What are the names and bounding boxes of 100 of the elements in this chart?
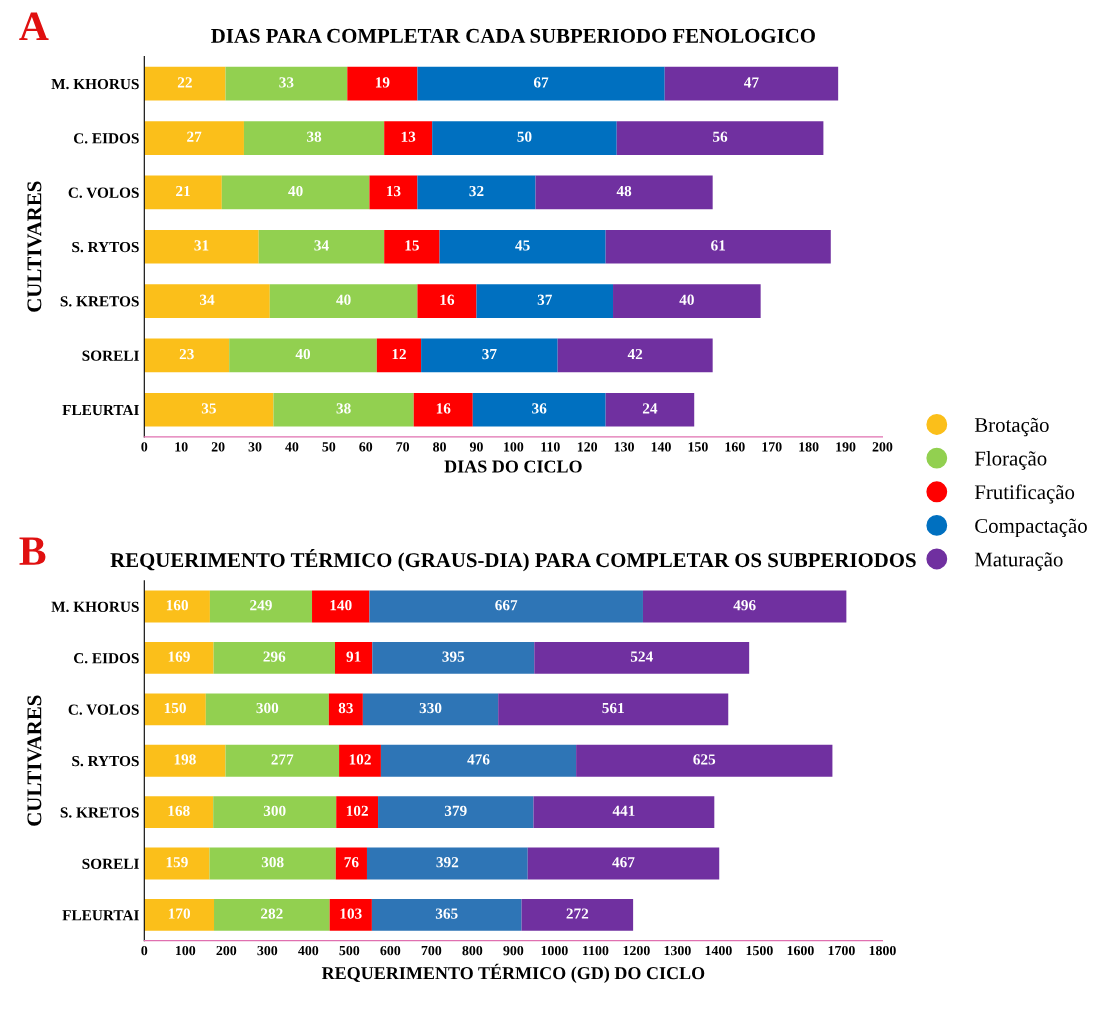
- y-tick-label: FLEURTAI: [62, 910, 139, 921]
- text: B: [19, 537, 46, 565]
- bar: [273, 392, 414, 427]
- bar: [225, 744, 340, 777]
- x-tick-label: 110: [541, 442, 560, 452]
- bar: [664, 66, 839, 101]
- data-label: 45: [515, 240, 530, 251]
- data-label: 467: [612, 857, 635, 868]
- x-tick-label: 160: [725, 442, 745, 452]
- data-label: 15: [405, 240, 419, 251]
- bar: [366, 847, 528, 880]
- data-label: 102: [346, 805, 368, 816]
- bar: [144, 898, 215, 931]
- x-axis-title: REQUERIMENTO TÉRMICO (GD) DO CICLO: [321, 963, 705, 983]
- x-tick-label: 60: [359, 442, 373, 452]
- data-label: 34: [199, 294, 215, 305]
- data-label: 103: [340, 908, 362, 919]
- bar: [439, 229, 606, 264]
- bar: [371, 898, 522, 931]
- x-tick-label: 1300: [664, 945, 691, 956]
- data-label: 76: [344, 857, 359, 868]
- x-tick-label: 130: [614, 442, 634, 452]
- bar: [144, 284, 270, 318]
- bar: [417, 284, 477, 318]
- x-tick-label: 0: [141, 442, 148, 452]
- data-label: 13: [387, 185, 401, 197]
- bar: [258, 229, 385, 264]
- data-label: 19: [375, 77, 390, 88]
- bar: [209, 847, 336, 880]
- bar: [605, 392, 695, 427]
- bar: [144, 641, 214, 674]
- x-tick-label: 600: [380, 945, 401, 956]
- y-tick-label: S. RYTOS: [72, 241, 139, 253]
- data-label: 277: [271, 754, 294, 765]
- x-tick-label: 800: [462, 945, 483, 956]
- bar: [144, 229, 259, 264]
- x-tick-label: 140: [651, 442, 671, 452]
- data-label: 36: [532, 403, 547, 414]
- text: A: [19, 12, 49, 41]
- bar: [144, 338, 230, 373]
- x-tick-label: 1400: [705, 945, 732, 956]
- data-label: 150: [164, 702, 186, 714]
- x-tick-label: 20: [211, 442, 225, 452]
- data-label: 61: [711, 240, 726, 251]
- data-label: 37: [482, 348, 497, 360]
- data-label: 667: [495, 600, 518, 611]
- y-tick-label: C. VOLOS: [68, 187, 139, 198]
- bar: [476, 284, 614, 318]
- bar: [213, 641, 335, 674]
- bar: [613, 284, 761, 318]
- data-label: 249: [250, 600, 272, 611]
- data-label: 365: [435, 908, 458, 919]
- bar: [336, 796, 379, 829]
- data-label: 48: [616, 185, 632, 197]
- data-label: 168: [168, 805, 190, 816]
- bar: [498, 693, 729, 726]
- data-label: 625: [693, 754, 716, 765]
- y-tick-label: S. RYTOS: [72, 755, 139, 767]
- bar: [221, 175, 370, 210]
- bar: [229, 338, 377, 373]
- y-axis-title: CULTIVARES: [27, 695, 42, 826]
- x-tick-label: 70: [396, 442, 410, 452]
- x-tick-label: 200: [216, 945, 237, 956]
- x-tick-label: 1000: [541, 945, 568, 956]
- bar: [225, 66, 348, 101]
- data-label: 22: [177, 77, 192, 88]
- data-label: 67: [533, 77, 549, 88]
- y-tick-label: S. KRETOS: [60, 296, 139, 307]
- bar: [421, 338, 558, 373]
- x-tick-label: 1500: [746, 945, 773, 956]
- bar: [527, 847, 720, 880]
- x-tick-label: 500: [339, 945, 360, 956]
- bar: [472, 392, 606, 427]
- bar: [209, 590, 313, 623]
- data-label: 35: [201, 403, 216, 414]
- data-label: 33: [279, 77, 294, 88]
- x-tick-label: 120: [577, 442, 598, 452]
- x-tick-label: 1100: [583, 945, 609, 956]
- bar: [576, 744, 833, 777]
- data-label: 23: [179, 348, 194, 360]
- data-label: 40: [288, 185, 303, 197]
- bar: [329, 898, 372, 931]
- data-label: 42: [627, 348, 643, 360]
- data-label: 37: [537, 294, 553, 305]
- bar: [605, 229, 831, 264]
- chart-title: DIAS PARA COMPLETAR CADA SUBPERIODO FENOLOGICO: [211, 28, 815, 43]
- bar: [369, 590, 643, 623]
- y-axis-title: CULTIVARES: [27, 181, 42, 312]
- x-tick-label: 1200: [623, 945, 650, 956]
- bar: [616, 121, 824, 155]
- data-label: 330: [419, 702, 442, 714]
- y-tick-label: SORELI: [82, 858, 139, 869]
- bar: [312, 590, 370, 623]
- data-label: 56: [713, 131, 728, 142]
- bar: [376, 338, 422, 373]
- data-label: 47: [744, 77, 759, 88]
- x-tick-label: 80: [433, 442, 446, 452]
- x-tick-label: 1800: [869, 945, 896, 956]
- bar: [144, 175, 222, 210]
- legend-label: Floração: [974, 450, 1047, 470]
